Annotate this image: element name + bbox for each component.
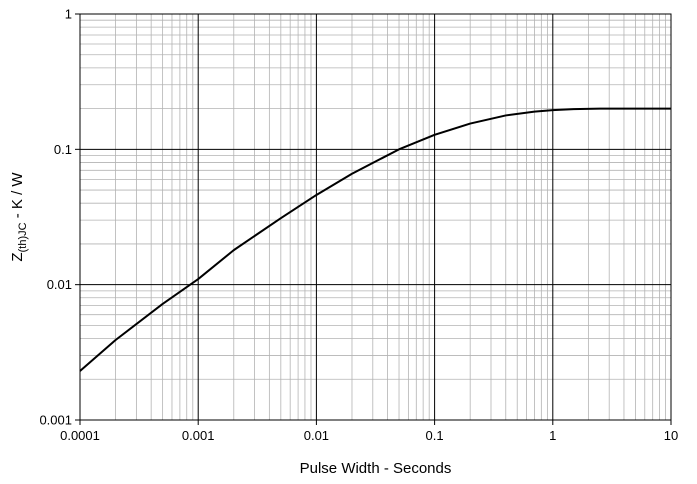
y-tick-label: 0.01 (47, 277, 72, 292)
x-tick-label: 1 (549, 428, 556, 443)
plot-area-frame (79, 13, 672, 421)
y-axis-ticks: 0.001 0.01 0.1 1 (39, 7, 80, 428)
y-tick-label: 0.001 (39, 413, 72, 428)
x-tick-label: 0.1 (426, 428, 444, 443)
y-tick-label: 1 (65, 7, 72, 22)
y-axis-label-rest: - K / W (9, 172, 26, 223)
y-axis-label-subscript: (th)JC (17, 222, 29, 252)
major-gridlines (80, 14, 671, 420)
minor-gridlines (80, 14, 671, 420)
x-tick-label: 0.01 (304, 428, 329, 443)
x-tick-label: 10 (664, 428, 678, 443)
series-layer (79, 107, 671, 372)
y-axis-label: Z(th)JC - K / W (9, 172, 29, 262)
x-axis-ticks: 0.0001 0.001 0.01 0.1 1 10 (60, 420, 678, 443)
y-tick-label: 0.1 (54, 142, 72, 157)
x-tick-label: 0.001 (182, 428, 215, 443)
x-axis-label: Pulse Width - Seconds (300, 460, 452, 477)
x-tick-label: 0.0001 (60, 428, 100, 443)
y-axis-label-main: Z (9, 252, 26, 261)
series-line (79, 107, 671, 372)
